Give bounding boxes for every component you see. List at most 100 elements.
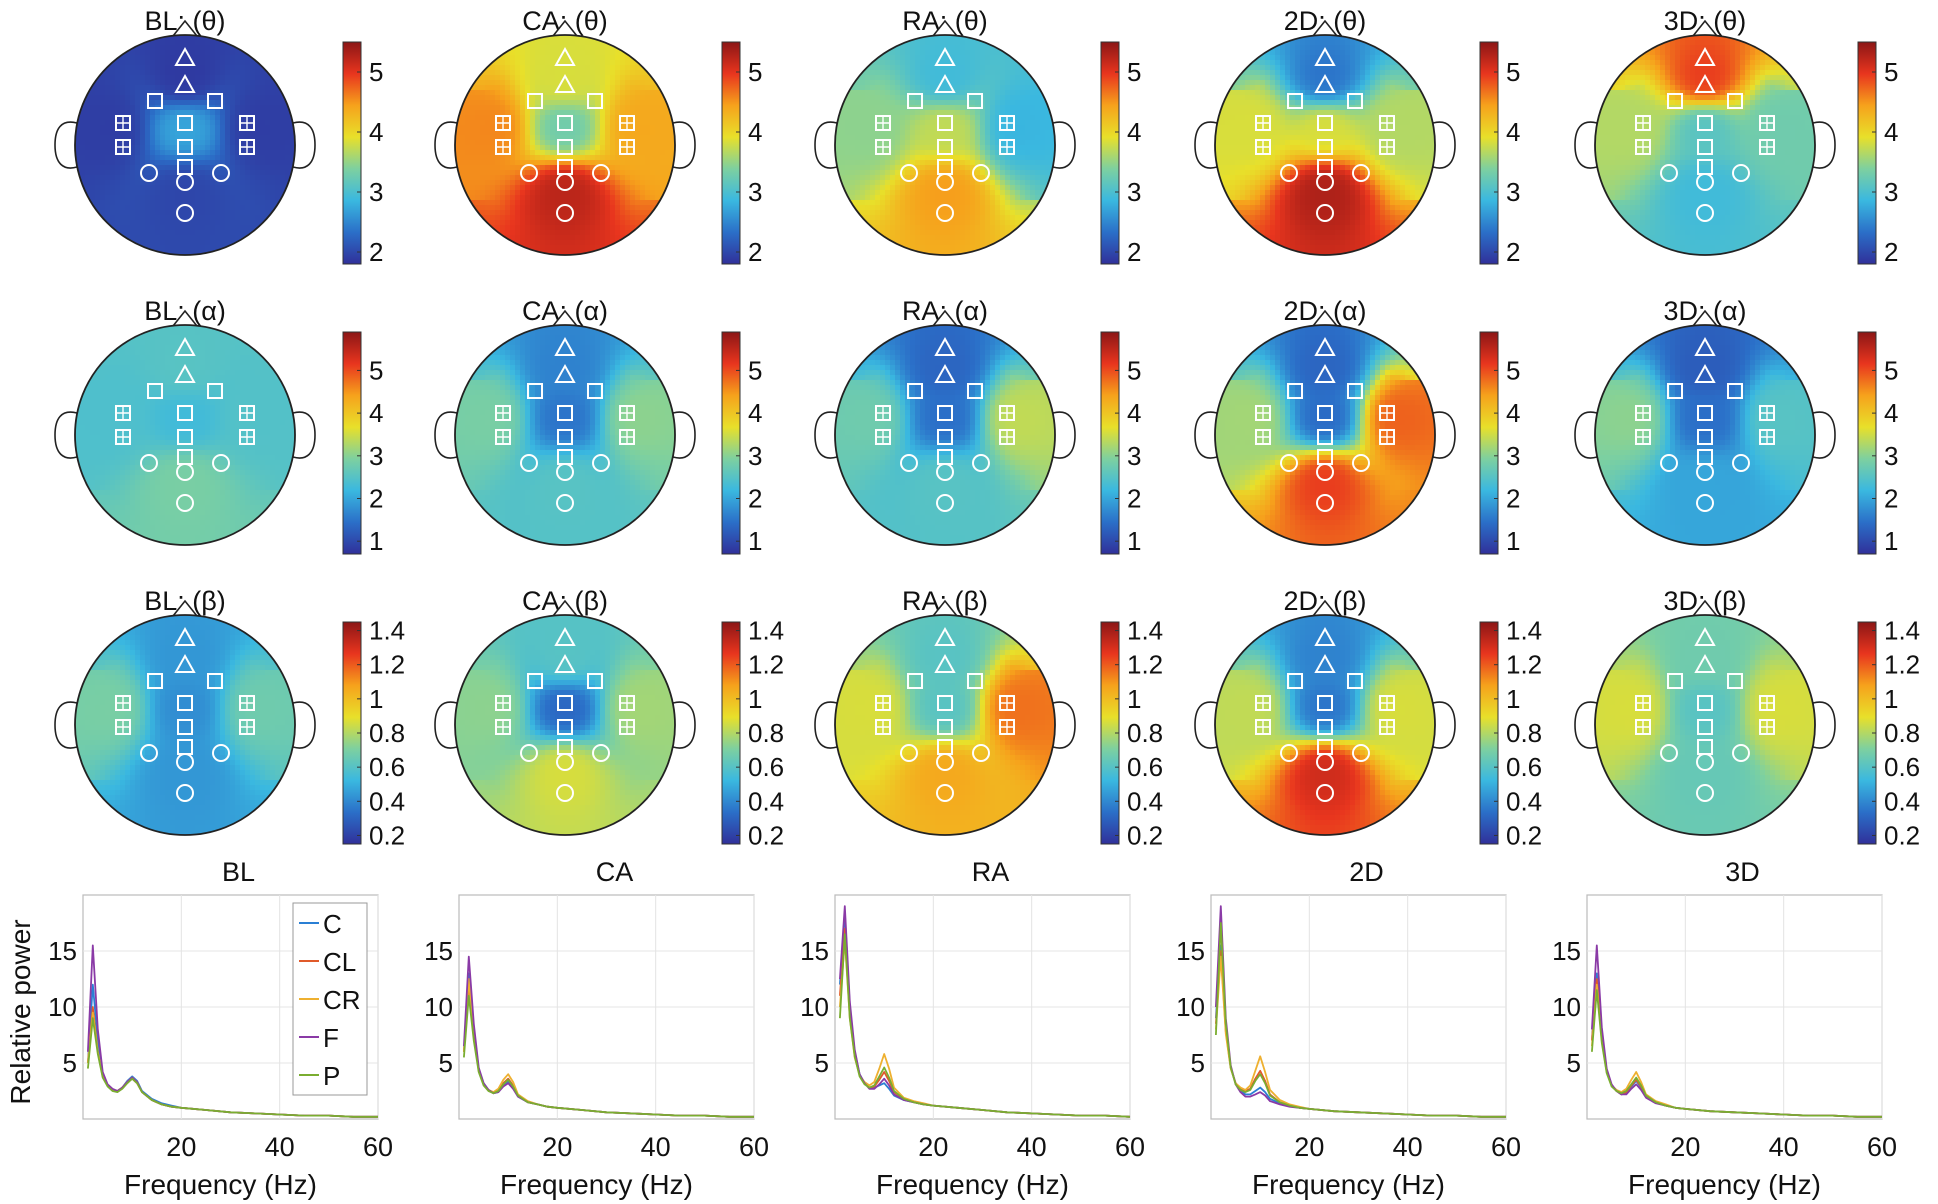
topomap-cell [610, 135, 616, 141]
topomap-cell [120, 110, 126, 116]
topomap-cell [160, 145, 166, 151]
topomap-cell [520, 135, 526, 141]
topomap-cell [230, 75, 236, 81]
topomap-cell [560, 105, 566, 111]
topomap-cell [570, 225, 576, 231]
topomap-cell [980, 75, 986, 81]
topomap-cell [235, 150, 241, 156]
topomap-cell [990, 100, 996, 106]
topomap-cell [950, 240, 956, 246]
topomap-cell [955, 230, 961, 236]
topomap-cell [890, 110, 896, 116]
topomap-cell [485, 135, 491, 141]
topomap-cell [1050, 155, 1055, 161]
topomap-cell [150, 235, 156, 241]
topomap-cell [200, 135, 206, 141]
topomap-cell [880, 110, 886, 116]
topomap-cell [185, 220, 191, 226]
topomap-cell [845, 140, 851, 146]
topomap-cell [460, 170, 466, 176]
topomap-cell [605, 85, 611, 91]
topomap-cell [1040, 155, 1046, 161]
topomap-cell [170, 65, 176, 71]
topomap-cell [965, 120, 971, 126]
topomap-cell [495, 60, 501, 66]
topomap-cell [245, 105, 251, 111]
topomap-cell [935, 240, 941, 246]
topomap-cell [620, 130, 626, 136]
topomap-cell [930, 130, 936, 136]
topomap-cell [910, 200, 916, 206]
topomap-cell [635, 185, 641, 191]
topomap-cell [210, 195, 216, 201]
topomap-cell [935, 110, 941, 116]
topomap-cell [635, 210, 641, 216]
topomap-cell [910, 100, 916, 106]
topomap-cell [160, 85, 166, 91]
topomap-cell [920, 155, 926, 161]
topomap-cell [870, 180, 876, 186]
topomap-cell [580, 235, 586, 241]
topomap-cell [135, 105, 141, 111]
topomap-cell [110, 205, 116, 211]
topomap-cell [925, 70, 931, 76]
topomap-cell [565, 205, 571, 211]
topomap-cell [205, 225, 211, 231]
topomap-cell [600, 115, 606, 121]
topomap-cell [225, 200, 231, 206]
topomap-cell [540, 40, 546, 46]
topomap-cell [635, 70, 641, 76]
topomap-cell [120, 190, 126, 196]
topomap-cell [610, 90, 616, 96]
topomap-cell [565, 110, 571, 116]
topomap-cell [190, 100, 196, 106]
topomap-cell [205, 80, 211, 86]
topomap-cell [985, 45, 991, 51]
topomap-cell [220, 175, 226, 181]
topomap-cell [645, 150, 651, 156]
topomap-cell [175, 235, 181, 241]
topomap-cell [155, 135, 161, 141]
topomap-cell [490, 150, 496, 156]
topomap-cell [150, 125, 156, 131]
topomap-cell [1005, 145, 1011, 151]
topomap-cell [155, 175, 161, 181]
topomap-cell [230, 85, 236, 91]
topomap-cell [115, 185, 121, 191]
topomap-cell [160, 235, 166, 241]
topomap-cell [900, 210, 906, 216]
topomap-cell [1005, 190, 1011, 196]
topomap-cell [565, 135, 571, 141]
topomap-cell [1030, 195, 1036, 201]
topomap-cell [455, 150, 461, 156]
topomap-cell [865, 155, 871, 161]
topomap-cell [470, 170, 476, 176]
topomap-cell [925, 155, 931, 161]
topomap-cell [195, 185, 201, 191]
topomap-cell [870, 140, 876, 146]
topomap-cell [460, 135, 466, 141]
topomap-cell [930, 45, 936, 51]
topomap-cell [520, 215, 526, 221]
topomap-cell [885, 70, 891, 76]
topomap-cell [1290, 45, 1296, 51]
topomap-cell [955, 45, 961, 51]
topomap-cell [885, 210, 891, 216]
topomap-cell [880, 200, 886, 206]
topomap-cell [955, 110, 961, 116]
topomap-cell [610, 225, 616, 231]
topomap-cell [910, 160, 916, 166]
topomap-cell [580, 80, 586, 86]
topomap-cell [490, 70, 496, 76]
topomap-cell [1010, 110, 1016, 116]
topomap-cell [210, 45, 216, 51]
topomap-cell [270, 130, 276, 136]
topomap-cell [195, 160, 201, 166]
topomap-cell [530, 190, 536, 196]
topomap-cell [930, 150, 936, 156]
topomap-cell [470, 90, 476, 96]
topomap-cell [585, 70, 591, 76]
topomap-cell [155, 180, 161, 186]
topomap-cell [215, 90, 221, 96]
topomap-cell [505, 70, 511, 76]
